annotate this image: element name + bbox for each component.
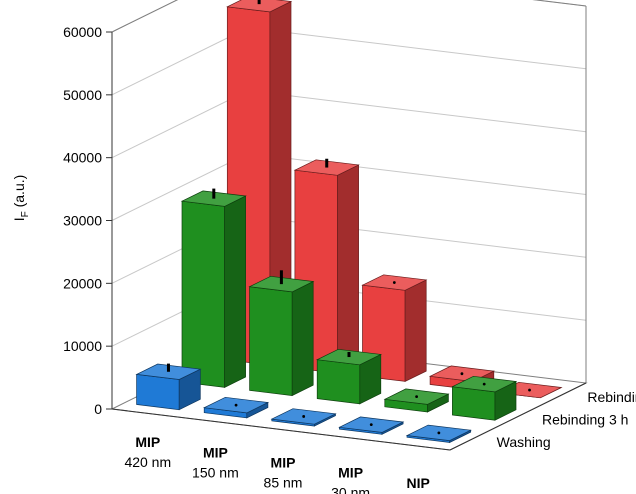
bar-top-face bbox=[293, 159, 360, 176]
gridline bbox=[111, 27, 587, 96]
y-tick-label: 30000 bbox=[63, 213, 102, 229]
y-tick-label: 0 bbox=[94, 401, 102, 417]
bar-top-face bbox=[180, 190, 247, 207]
bar-rebinding-3-h-3 bbox=[315, 348, 383, 405]
bar-front-face bbox=[181, 200, 225, 388]
series-labels: Washing Rebinding 3 h Rebinding 4h bbox=[497, 389, 636, 450]
bar-washing-3 bbox=[270, 408, 337, 427]
category-label-sub: 150 nm bbox=[192, 464, 239, 480]
bar-front-face bbox=[452, 386, 496, 421]
y-axis-label-sub: F bbox=[20, 211, 31, 217]
category-label-main: MIP bbox=[338, 465, 363, 481]
error-bar-marker bbox=[460, 372, 464, 376]
category-label-sub: 30 nm bbox=[331, 485, 370, 494]
category-label-main: NIP bbox=[407, 475, 430, 491]
y-tick-label: 20000 bbox=[63, 275, 102, 291]
bar-washing-1 bbox=[135, 363, 202, 411]
bar-side-face bbox=[337, 164, 359, 374]
bar-top-face bbox=[315, 348, 383, 366]
gridline bbox=[111, 90, 587, 159]
bar-side-face bbox=[291, 280, 314, 397]
bar-front-face bbox=[136, 374, 180, 411]
y-tick-label: 60000 bbox=[63, 24, 102, 40]
error-bar-marker bbox=[415, 395, 418, 399]
error-bar-marker bbox=[392, 281, 396, 284]
x-axis-line bbox=[111, 408, 451, 451]
gridline bbox=[111, 0, 587, 33]
y-axis-label: IF (a.u.) bbox=[11, 175, 31, 222]
category-label-main: MIP bbox=[271, 455, 296, 471]
y-tick-label: 10000 bbox=[63, 338, 102, 354]
series-label: Rebinding 4h bbox=[587, 389, 636, 405]
y-axis-label-base: I bbox=[11, 217, 27, 221]
error-bar-marker bbox=[234, 403, 238, 407]
y-axis-ticks: 0 10000 20000 30000 40000 50000 60000 bbox=[63, 24, 112, 417]
category-label-main: MIP bbox=[135, 434, 160, 450]
bar-front-face bbox=[249, 286, 293, 396]
bar-side-face bbox=[224, 195, 246, 388]
y-tick-label: 50000 bbox=[63, 87, 102, 103]
series-label: Rebinding 3 h bbox=[542, 412, 628, 428]
y-axis-label-rest: (a.u.) bbox=[11, 175, 27, 212]
bar-washing-2 bbox=[202, 396, 270, 419]
bar-washing-5 bbox=[405, 424, 472, 444]
category-label-sub: 85 nm bbox=[264, 475, 303, 491]
category-label-sub: 420 nm bbox=[124, 454, 171, 470]
bar-rebinding-3-h-4 bbox=[383, 388, 450, 413]
bar-rebinding-3-h-5 bbox=[451, 375, 518, 421]
bar-rebinding-3-h-2 bbox=[248, 270, 315, 397]
bar-front-face bbox=[316, 359, 361, 405]
error-bar-marker bbox=[482, 382, 486, 386]
bars bbox=[135, 0, 563, 444]
error-bar-marker bbox=[302, 415, 306, 418]
y-tick-label: 40000 bbox=[63, 150, 102, 166]
top-edge bbox=[111, 0, 587, 33]
bar-top-face bbox=[226, 0, 293, 13]
bar-rebinding-3-h-1 bbox=[180, 188, 247, 388]
error-bar-marker bbox=[437, 431, 441, 435]
category-label-main: MIP bbox=[203, 444, 228, 460]
bar-washing-4 bbox=[338, 416, 405, 435]
bar-side-face bbox=[404, 279, 427, 382]
depth-axis-line bbox=[449, 382, 587, 451]
error-bar-marker bbox=[528, 388, 531, 392]
error-bar-marker bbox=[369, 423, 373, 427]
series-label: Washing bbox=[497, 434, 551, 450]
